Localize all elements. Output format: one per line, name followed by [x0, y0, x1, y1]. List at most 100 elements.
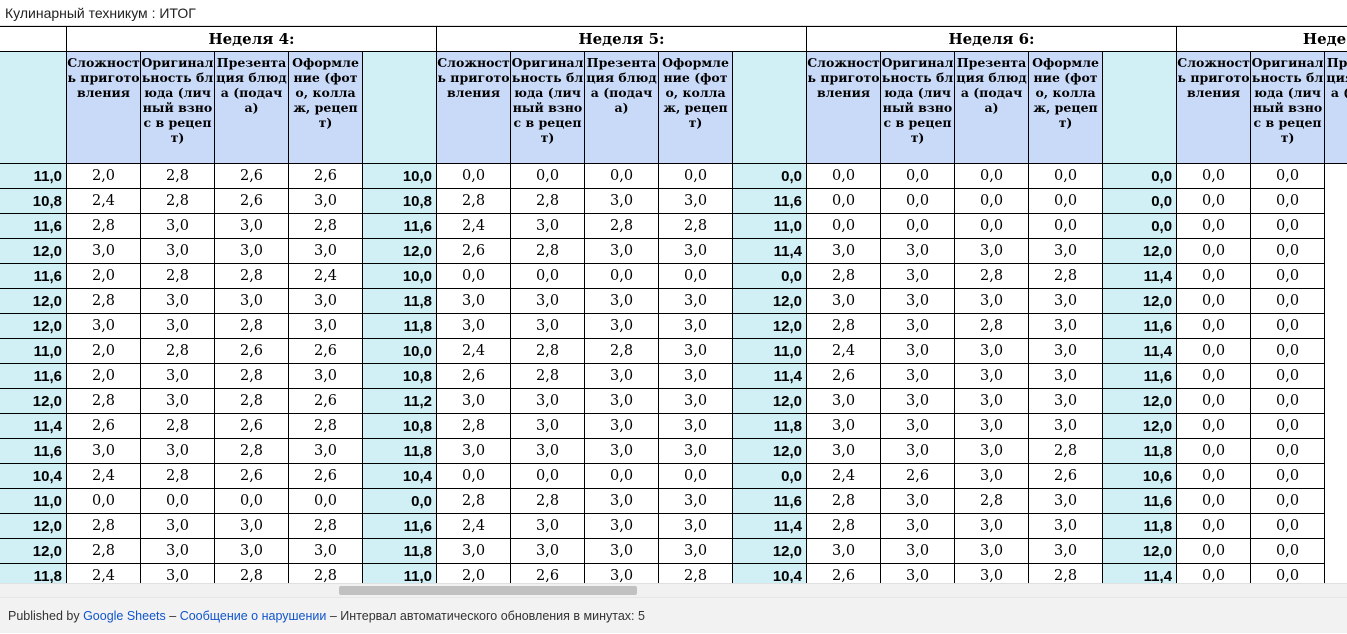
scrollbar-thumb[interactable]: [339, 586, 637, 595]
week-total-cell[interactable]: 12,0: [732, 388, 808, 414]
score-cell[interactable]: 2,8: [658, 563, 734, 583]
score-cell[interactable]: 2,4: [436, 213, 512, 239]
score-cell[interactable]: 3,0: [288, 438, 363, 464]
score-cell[interactable]: 3,0: [954, 338, 1030, 364]
score-cell[interactable]: 0,0: [584, 263, 660, 289]
week-total-cell[interactable]: 11,4: [1102, 263, 1178, 289]
score-cell[interactable]: 0,0: [436, 463, 512, 489]
score-cell[interactable]: 3,0: [954, 538, 1030, 564]
score-cell[interactable]: 2,4: [806, 463, 882, 489]
score-cell[interactable]: 0,0: [66, 488, 141, 514]
score-cell[interactable]: 2,0: [66, 263, 141, 289]
score-cell[interactable]: 0,0: [1250, 388, 1326, 414]
score-cell[interactable]: 2,6: [510, 563, 586, 583]
score-cell[interactable]: 0,0: [806, 188, 882, 214]
score-cell[interactable]: 2,8: [510, 363, 586, 389]
score-cell[interactable]: 2,8: [214, 313, 289, 339]
score-cell[interactable]: 2,8: [140, 263, 215, 289]
score-cell[interactable]: 2,8: [1028, 563, 1104, 583]
score-cell[interactable]: 0,0: [1250, 313, 1326, 339]
week-total-cell[interactable]: 11,6: [0, 213, 67, 239]
score-cell[interactable]: 2,4: [288, 263, 363, 289]
score-cell[interactable]: 3,0: [214, 213, 289, 239]
score-cell[interactable]: 2,8: [214, 563, 289, 583]
score-cell[interactable]: 3,0: [658, 413, 734, 439]
score-cell[interactable]: 2,8: [288, 563, 363, 583]
score-cell[interactable]: 2,8: [66, 213, 141, 239]
score-cell[interactable]: 2,8: [1028, 438, 1104, 464]
score-cell[interactable]: 3,0: [954, 563, 1030, 583]
score-cell[interactable]: 0,0: [1176, 238, 1252, 264]
score-cell[interactable]: 0,0: [806, 163, 882, 189]
score-cell[interactable]: 3,0: [510, 288, 586, 314]
sheet-viewport[interactable]: Неделя 4: Неделя 5: Неделя 6: Неде Сложность…: [0, 26, 1347, 583]
score-cell[interactable]: 2,8: [584, 213, 660, 239]
score-cell[interactable]: 3,0: [954, 438, 1030, 464]
week-total-cell[interactable]: 10,0: [361, 263, 438, 289]
score-cell[interactable]: 0,0: [1250, 188, 1326, 214]
score-cell[interactable]: 0,0: [658, 263, 734, 289]
score-cell[interactable]: 3,0: [584, 438, 660, 464]
score-cell[interactable]: 0,0: [1028, 213, 1104, 239]
score-cell[interactable]: 3,0: [1028, 513, 1104, 539]
score-cell[interactable]: 2,4: [66, 463, 141, 489]
score-cell[interactable]: 0,0: [1176, 413, 1252, 439]
score-cell[interactable]: 2,4: [436, 513, 512, 539]
score-cell[interactable]: 3,0: [584, 238, 660, 264]
score-cell[interactable]: 3,0: [140, 213, 215, 239]
score-cell[interactable]: 3,0: [954, 363, 1030, 389]
score-cell[interactable]: 2,4: [66, 563, 141, 583]
week-total-cell[interactable]: 10,4: [0, 463, 67, 489]
week-total-cell[interactable]: 11,8: [732, 413, 808, 439]
score-cell[interactable]: 3,0: [1028, 313, 1104, 339]
week-total-cell[interactable]: 11,8: [0, 563, 67, 583]
score-cell[interactable]: 0,0: [214, 488, 289, 514]
score-cell[interactable]: 2,8: [288, 513, 363, 539]
score-cell[interactable]: 3,0: [510, 388, 586, 414]
score-cell[interactable]: 3,0: [66, 238, 141, 264]
score-cell[interactable]: 3,0: [1028, 288, 1104, 314]
score-cell[interactable]: 3,0: [806, 238, 882, 264]
score-cell[interactable]: 2,8: [584, 338, 660, 364]
week-total-cell[interactable]: 0,0: [732, 463, 808, 489]
score-cell[interactable]: 2,8: [436, 488, 512, 514]
score-cell[interactable]: 0,0: [1028, 188, 1104, 214]
score-cell[interactable]: 2,8: [66, 538, 141, 564]
score-cell[interactable]: 2,6: [806, 363, 882, 389]
score-cell[interactable]: 3,0: [954, 388, 1030, 414]
week-total-cell[interactable]: 11,8: [361, 288, 438, 314]
week-total-cell[interactable]: 11,2: [361, 388, 438, 414]
score-cell[interactable]: 3,0: [66, 313, 141, 339]
score-cell[interactable]: 2,8: [436, 188, 512, 214]
score-cell[interactable]: 3,0: [658, 538, 734, 564]
score-cell[interactable]: 2,6: [288, 388, 363, 414]
score-cell[interactable]: 2,8: [806, 313, 882, 339]
score-cell[interactable]: 3,0: [658, 488, 734, 514]
score-cell[interactable]: 2,6: [1028, 463, 1104, 489]
score-cell[interactable]: 0,0: [658, 163, 734, 189]
score-cell[interactable]: 3,0: [806, 438, 882, 464]
week-total-cell[interactable]: 12,0: [1102, 413, 1178, 439]
score-cell[interactable]: 3,0: [140, 388, 215, 414]
score-cell[interactable]: 0,0: [880, 213, 956, 239]
score-cell[interactable]: 0,0: [1176, 363, 1252, 389]
score-cell[interactable]: 3,0: [288, 188, 363, 214]
score-cell[interactable]: 2,8: [288, 413, 363, 439]
score-cell[interactable]: 0,0: [1176, 263, 1252, 289]
score-cell[interactable]: 2,8: [436, 413, 512, 439]
score-cell[interactable]: 3,0: [806, 413, 882, 439]
score-cell[interactable]: 3,0: [880, 538, 956, 564]
score-cell[interactable]: 3,0: [954, 413, 1030, 439]
week-total-cell[interactable]: 12,0: [1102, 388, 1178, 414]
score-cell[interactable]: 2,8: [806, 488, 882, 514]
week-total-cell[interactable]: 0,0: [732, 163, 808, 189]
score-cell[interactable]: 2,4: [806, 338, 882, 364]
score-cell[interactable]: 2,6: [288, 463, 363, 489]
score-cell[interactable]: 2,6: [214, 163, 289, 189]
score-cell[interactable]: 0,0: [658, 463, 734, 489]
score-cell[interactable]: 2,6: [214, 338, 289, 364]
score-cell[interactable]: 2,6: [66, 413, 141, 439]
score-cell[interactable]: 2,8: [806, 513, 882, 539]
score-cell[interactable]: 3,0: [584, 413, 660, 439]
score-cell[interactable]: 3,0: [880, 438, 956, 464]
